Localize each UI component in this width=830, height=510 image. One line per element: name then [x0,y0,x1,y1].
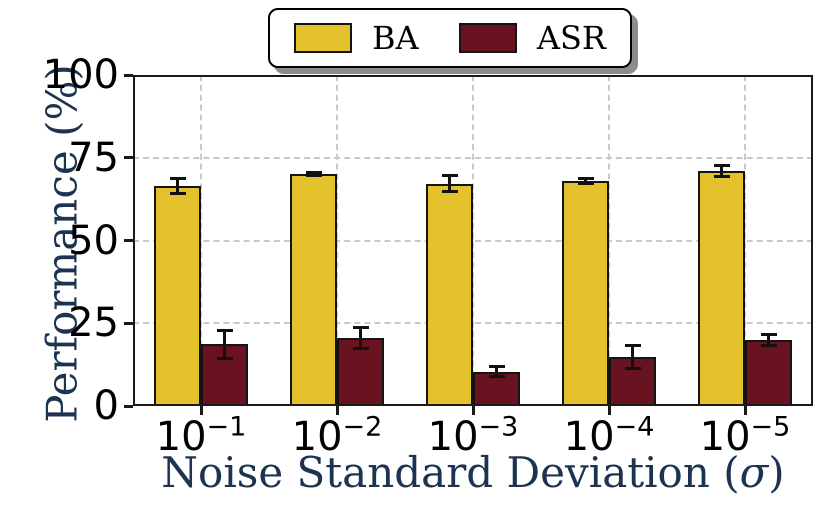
y-tick-label: 100 [42,52,119,98]
error-bar-cap-bottom [488,375,505,379]
error-bar-line [176,178,179,194]
error-bar-cap-bottom [216,356,233,360]
y-tickmark [124,321,133,325]
error-bar-line [631,345,634,369]
error-bar-cap-bottom [441,190,458,193]
x-tick-label: 10−4 [534,411,684,460]
error-bar-line [767,334,770,346]
bar-ba [426,183,473,406]
legend-swatch-ba [294,23,352,53]
error-bar-line [312,172,315,176]
x-tick-base: 10 [155,414,207,460]
x-tickmark [743,406,747,415]
gridline-vertical [200,75,202,406]
error-bar-cap-top [624,343,641,347]
x-tickmark [607,406,611,415]
y-tickmark [124,73,133,77]
y-tickmark [124,156,133,160]
x-tick-base: 10 [427,414,479,460]
error-bar-cap-top [713,164,730,168]
x-tick-exponent: −4 [614,411,655,443]
x-tick-base: 10 [563,414,615,460]
y-tick-label: 50 [68,217,119,264]
error-bar-cap-bottom [624,367,641,371]
x-tick-label: 10−3 [398,411,548,460]
error-bar-cap-bottom [713,174,730,178]
x-tickmark [471,406,475,415]
error-bar-cap-bottom [577,182,594,186]
error-bar-cap-top [352,326,369,330]
bar-ba [154,185,201,406]
x-tick-label: 10−1 [126,411,276,460]
x-tickmark [335,406,339,415]
x-tick-label: 10−2 [262,411,412,460]
y-tick-label: 75 [68,134,119,181]
error-bar-cap-bottom [760,343,777,347]
y-tick-label: 0 [93,383,119,429]
bar-ba [290,174,337,406]
bar-ba [698,170,745,406]
error-bar-line [495,366,498,377]
error-bar-line [720,165,723,177]
y-tick-label: 25 [68,300,119,347]
x-tick-exponent: −2 [342,411,383,443]
bar-asr [745,339,792,406]
x-tickmark [199,406,203,415]
gridline-vertical [472,75,474,406]
legend: BA ASR [268,8,632,68]
error-bar-line [448,175,451,192]
error-bar-cap-top [760,332,777,336]
x-tick-base: 10 [699,414,751,460]
error-bar-cap-top [441,174,458,178]
x-axis-title-prefix: Noise Standard Deviation ( [161,448,740,497]
legend-label-asr: ASR [536,19,606,57]
x-axis-title-suffix: ) [768,448,785,497]
error-bar-line [359,327,362,349]
error-bar-cap-top [216,329,233,333]
x-tick-exponent: −5 [750,411,791,443]
error-bar-cap-bottom [169,191,186,195]
error-bar-line [584,178,587,184]
x-tick-label: 10−5 [670,411,820,460]
x-tick-base: 10 [291,414,343,460]
error-bar-cap-top [305,171,322,175]
legend-item-ba: BA [294,22,419,54]
y-tickmark [124,239,133,242]
error-bar-cap-top [169,177,186,181]
error-bar-cap-top [577,176,594,180]
legend-swatch-asr [458,23,517,53]
error-bar-line [223,330,226,359]
error-bar-cap-bottom [305,174,322,178]
gridline-vertical [336,75,338,406]
error-bar-cap-bottom [352,347,369,351]
x-tick-exponent: −3 [478,411,519,443]
gridline-vertical [608,75,610,406]
error-bar-cap-top [488,364,505,368]
gridline-vertical [744,75,746,406]
y-tickmark [124,404,133,408]
legend-item-asr: ASR [458,19,606,57]
sigma-symbol: σ [739,448,769,497]
x-axis-title: Noise Standard Deviation (σ) [133,448,813,497]
x-tick-exponent: −1 [206,411,247,443]
bar-ba [562,180,609,406]
legend-label-ba: BA [372,19,419,57]
